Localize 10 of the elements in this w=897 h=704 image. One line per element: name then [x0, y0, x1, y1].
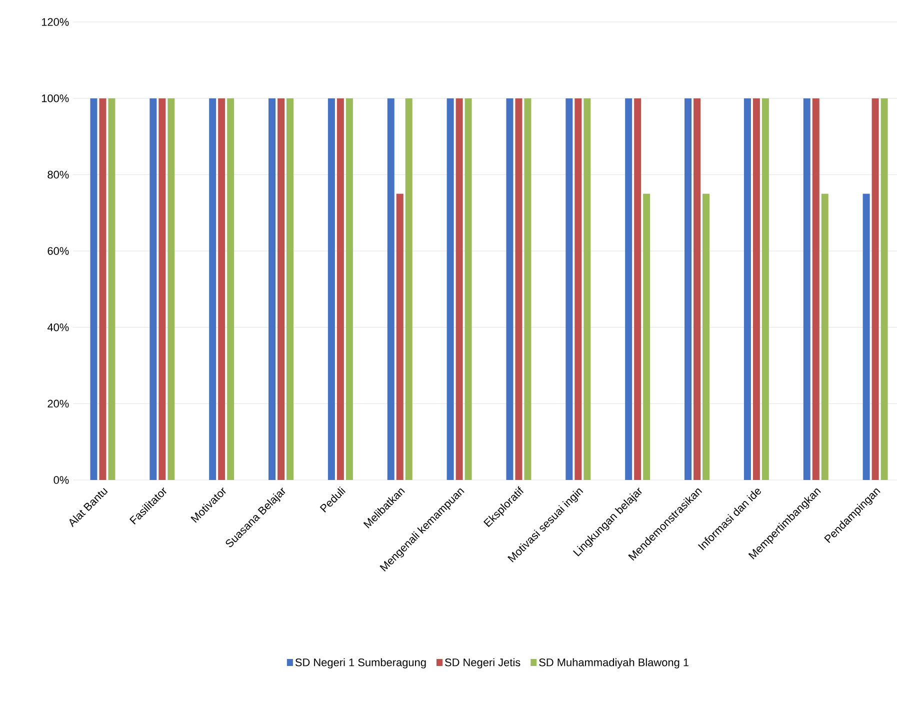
y-tick-label: 120%	[42, 18, 69, 26]
y-tick-label: 100%	[42, 94, 69, 102]
y-tick-label: 40%	[47, 323, 69, 332]
y-tick-label: 80%	[48, 170, 69, 179]
y-tick-label: 60%	[48, 247, 69, 255]
y-tick-label: 0%	[54, 476, 69, 484]
legend-label: SD Negeri Jetis	[445, 658, 520, 668]
legend-label: SD Muhammadiyah Blawong 1	[539, 658, 689, 668]
legend-label: SD Negeri 1 Sumberagung	[295, 658, 426, 668]
y-tick-label: 20%	[48, 400, 69, 408]
